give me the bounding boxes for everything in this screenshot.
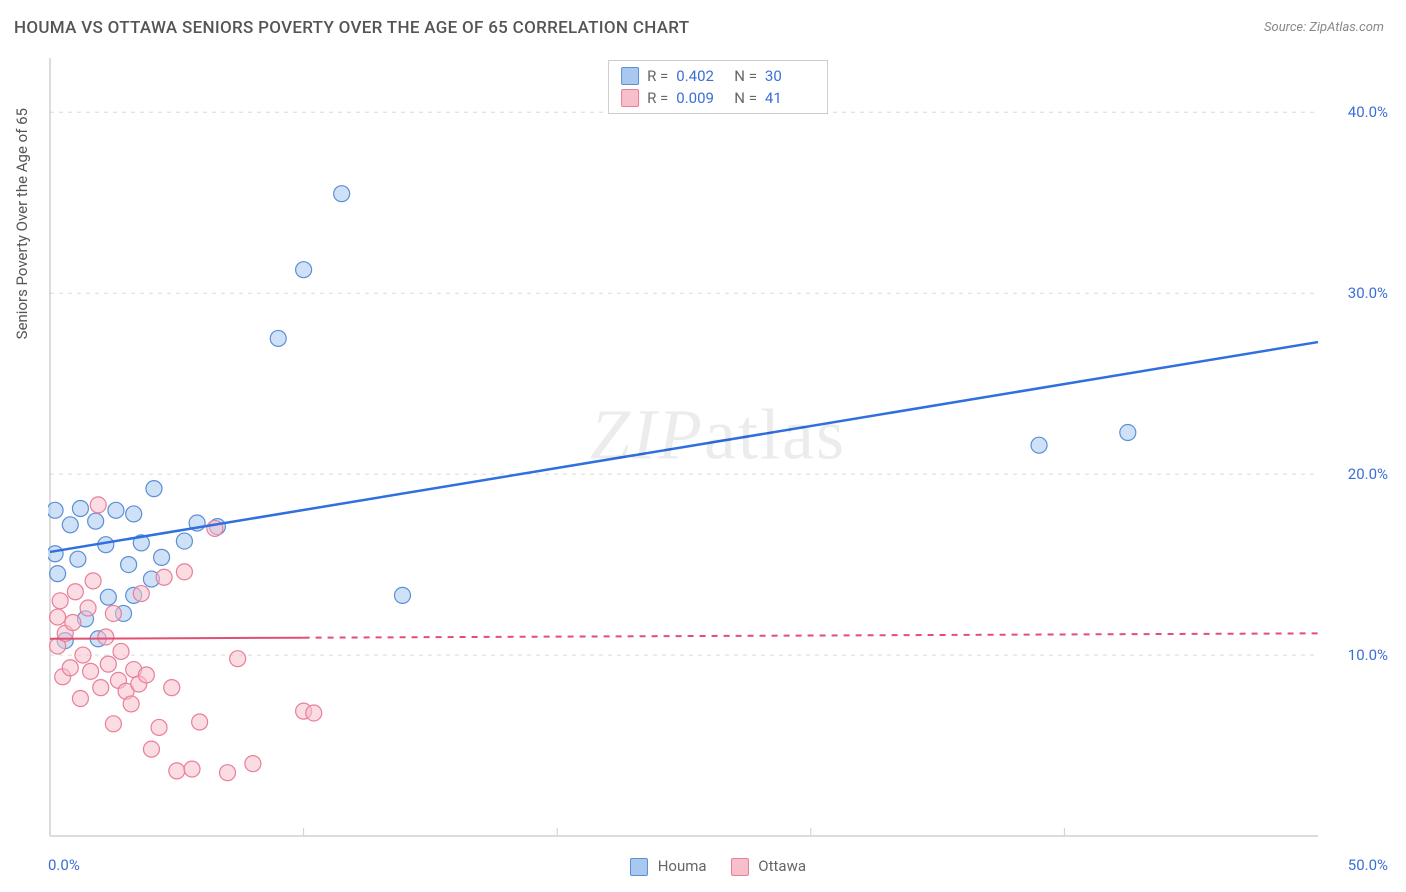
y-tick-label: 10.0%: [1348, 646, 1388, 664]
stats-row-ottawa: R = 0.009 N = 41: [621, 87, 815, 109]
stats-n-label: N =: [734, 89, 757, 107]
stats-n-label: N =: [734, 67, 757, 85]
y-tick-label: 40.0%: [1348, 103, 1388, 121]
stats-n-ottawa: 41: [765, 89, 815, 107]
stats-r-label: R =: [647, 89, 668, 107]
y-tick-label: 30.0%: [1348, 284, 1388, 302]
stats-box: R = 0.402 N = 30 R = 0.009 N = 41: [608, 60, 828, 114]
chart-container: HOUMA VS OTTAWA SENIORS POVERTY OVER THE…: [0, 0, 1406, 892]
y-axis-label: Seniors Poverty Over the Age of 65: [13, 108, 31, 339]
legend-swatch-houma-icon: [630, 858, 648, 876]
x-tick-left: 0.0%: [48, 856, 80, 874]
scatter-svg: [48, 56, 1388, 846]
stats-row-houma: R = 0.402 N = 30: [621, 65, 815, 87]
legend-item-houma: Houma: [630, 857, 707, 876]
legend-item-ottawa: Ottawa: [731, 857, 806, 876]
legend-swatch-ottawa-icon: [731, 858, 749, 876]
stats-r-ottawa: 0.009: [676, 89, 726, 107]
x-legend: Houma Ottawa: [630, 857, 806, 876]
chart-title: HOUMA VS OTTAWA SENIORS POVERTY OVER THE…: [14, 18, 689, 38]
swatch-houma-icon: [621, 67, 639, 85]
swatch-ottawa-icon: [621, 89, 639, 107]
x-tick-right: 50.0%: [1348, 856, 1388, 874]
source-label: Source: ZipAtlas.com: [1264, 20, 1384, 35]
y-tick-label: 20.0%: [1348, 465, 1388, 483]
stats-r-houma: 0.402: [676, 67, 726, 85]
legend-label-ottawa: Ottawa: [758, 857, 806, 875]
legend-label-houma: Houma: [658, 857, 707, 875]
stats-n-houma: 30: [765, 67, 815, 85]
plot-area: ZIPatlas R = 0.402 N = 30 R = 0.009 N = …: [48, 56, 1388, 846]
stats-r-label: R =: [647, 67, 668, 85]
